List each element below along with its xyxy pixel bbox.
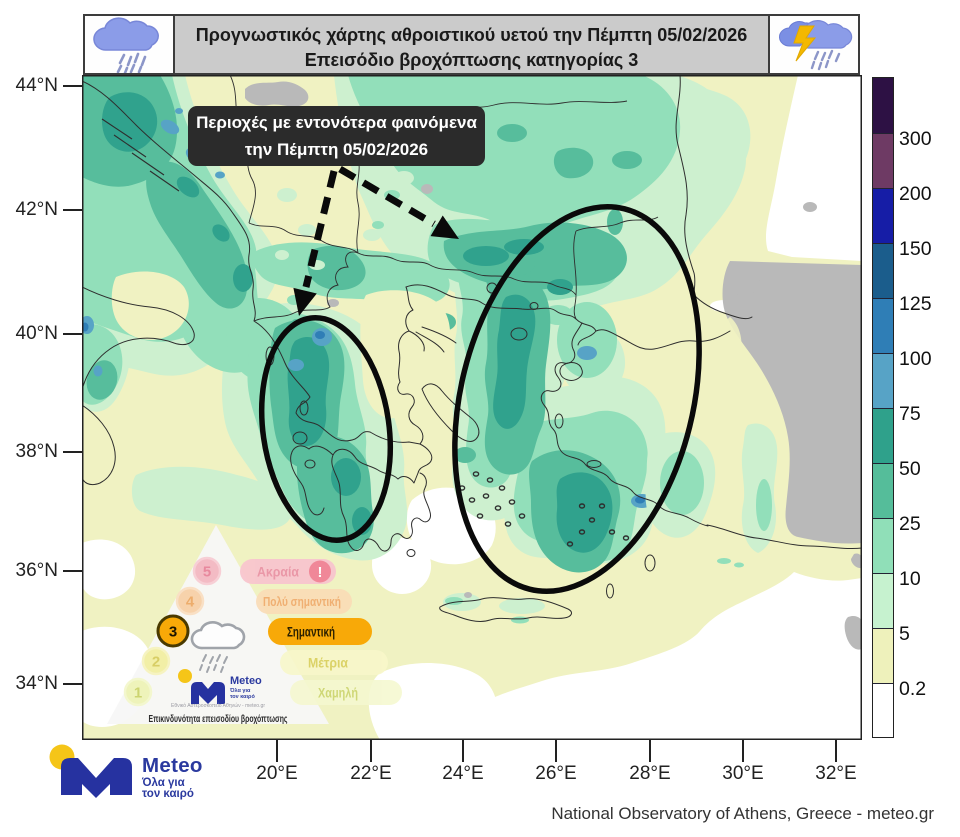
svg-text:!: ! bbox=[318, 564, 323, 581]
svg-text:Μέτρια: Μέτρια bbox=[308, 655, 349, 670]
svg-text:τον καιρό: τον καιρό bbox=[230, 694, 255, 700]
svg-text:3: 3 bbox=[169, 624, 177, 641]
svg-text:Εθνικό Αστεροσκοπείο Αθηνών -: Εθνικό Αστεροσκοπείο Αθηνών - meteo.gr bbox=[171, 702, 265, 709]
svg-text:Επικινδυνότητα επεισοδίου βροχ: Επικινδυνότητα επεισοδίου βροχόπτωσης bbox=[149, 713, 288, 725]
svg-text:1: 1 bbox=[134, 685, 142, 702]
svg-text:2: 2 bbox=[152, 654, 160, 671]
svg-text:Ακραία: Ακραία bbox=[257, 564, 299, 580]
svg-text:Σημαντική: Σημαντική bbox=[287, 624, 335, 640]
svg-text:Χαμηλή: Χαμηλή bbox=[318, 685, 358, 700]
svg-text:Meteo: Meteo bbox=[230, 675, 262, 687]
svg-text:5: 5 bbox=[203, 564, 211, 581]
svg-text:4: 4 bbox=[186, 594, 195, 611]
svg-text:Όλα για: Όλα για bbox=[229, 688, 251, 694]
svg-text:Πολύ σημαντική: Πολύ σημαντική bbox=[263, 595, 341, 609]
